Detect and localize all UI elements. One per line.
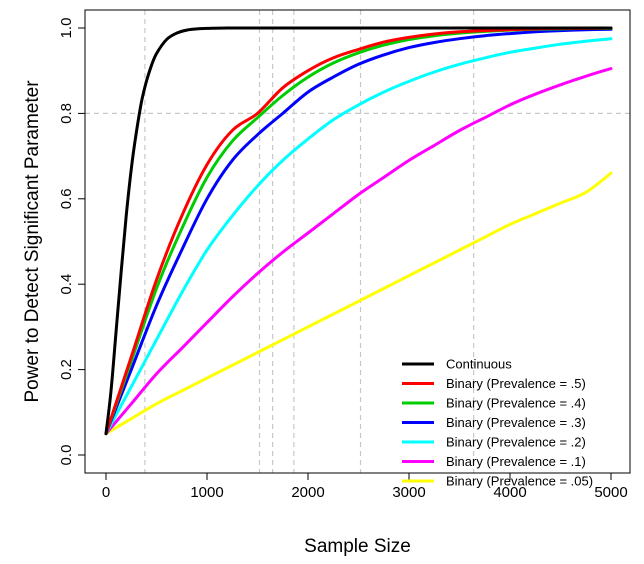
x-axis: 0 1000 2000 3000 4000 5000: [102, 473, 628, 501]
x-tick-label: 1000: [190, 484, 223, 501]
series-lines: [104, 26, 613, 436]
x-tick-label: 2000: [291, 484, 324, 501]
y-tick-label: 0.2: [58, 359, 75, 380]
x-tick-label: 0: [102, 484, 110, 501]
series-line-binary-prevalence-2: [104, 37, 613, 436]
legend-label: Binary (Prevalence = .5): [446, 376, 586, 391]
x-tick-label: 4000: [493, 484, 526, 501]
y-tick-label: 0.8: [58, 103, 75, 124]
x-tick-label: 5000: [594, 484, 627, 501]
legend-label: Continuous: [446, 357, 512, 372]
series-line-binary-prevalence-3: [104, 27, 613, 436]
plot-frame: [84, 9, 631, 474]
x-axis-title: Sample Size: [304, 536, 411, 557]
legend-label: Binary (Prevalence = .05): [446, 474, 593, 489]
legend-label: Binary (Prevalence = .2): [446, 435, 586, 450]
y-tick-label: 0.4: [58, 274, 75, 295]
series-line-binary-prevalence-05: [104, 171, 613, 436]
y-tick-label: 0.0: [58, 445, 75, 466]
series-line-continuous: [104, 26, 613, 436]
y-axis: 0.0 0.2 0.4 0.6 0.8 1.0: [58, 18, 85, 466]
y-tick-label: 0.6: [58, 188, 75, 209]
legend-label: Binary (Prevalence = .3): [446, 415, 586, 430]
legend-label: Binary (Prevalence = .1): [446, 454, 586, 469]
legend: Continuous Binary (Prevalence = .5) Binary…: [402, 357, 593, 489]
x-tick-label: 3000: [392, 484, 425, 501]
legend-label: Binary (Prevalence = .4): [446, 396, 586, 411]
y-tick-label: 1.0: [58, 18, 75, 39]
y-axis-title: Power to Detect Significant Parameter: [22, 80, 43, 403]
series-line-binary-prevalence-1: [104, 67, 613, 436]
reference-lines: [85, 10, 630, 473]
series-line-binary-prevalence-4: [104, 26, 613, 436]
